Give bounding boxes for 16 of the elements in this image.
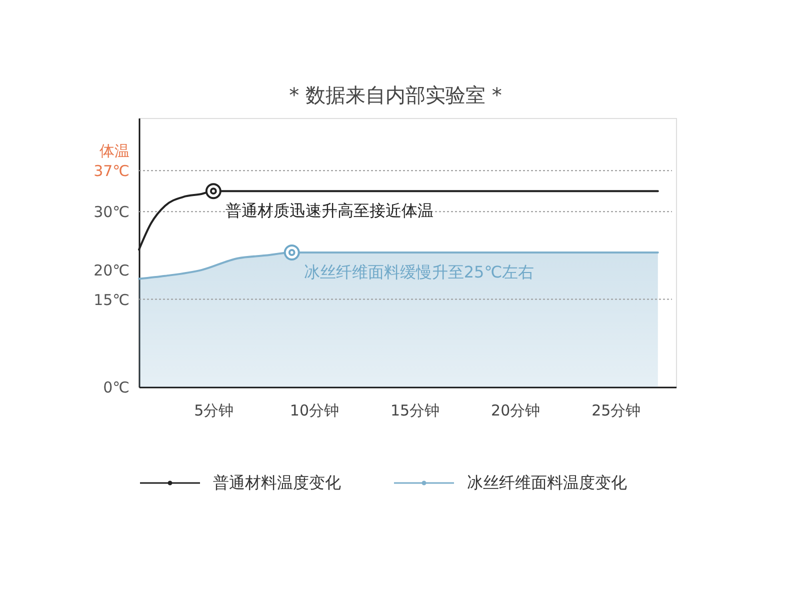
y-tick-label: 37℃ xyxy=(94,162,130,180)
chart-title: * 数据来自内部实验室 * xyxy=(289,83,502,107)
y-tick-label: 30℃ xyxy=(94,203,130,222)
y-tick-label: 15℃ xyxy=(94,290,130,309)
legend-label: 普通材料温度变化 xyxy=(213,473,341,492)
x-tick-label: 15分钟 xyxy=(390,402,440,420)
y-tick-label: 0℃ xyxy=(103,378,130,396)
x-tick-label: 5分钟 xyxy=(194,402,234,420)
legend-label: 冰丝纤维面料温度变化 xyxy=(467,473,627,492)
annotation: 普通材质迅速升高至接近体温 xyxy=(225,201,434,220)
y-axis-title: 体温 xyxy=(100,142,130,160)
annotation: 冰丝纤维面料缓慢升至25℃左右 xyxy=(304,262,534,282)
x-tick-label: 25分钟 xyxy=(592,402,641,420)
y-tick-label: 20℃ xyxy=(94,262,130,280)
x-tick-label: 10分钟 xyxy=(290,402,340,420)
x-tick-label: 20分钟 xyxy=(491,402,540,420)
